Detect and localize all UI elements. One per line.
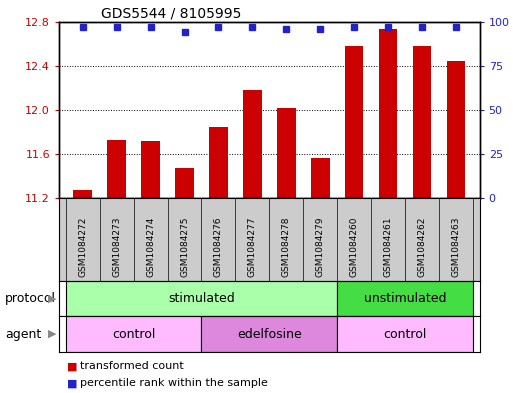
Text: GSM1084278: GSM1084278 bbox=[282, 217, 291, 277]
Text: ■: ■ bbox=[67, 361, 77, 371]
Bar bbox=[202, 316, 337, 352]
Bar bbox=[277, 108, 295, 198]
Text: ▶: ▶ bbox=[48, 294, 56, 304]
Bar bbox=[379, 29, 398, 198]
Text: GSM1084272: GSM1084272 bbox=[78, 217, 87, 277]
Text: GSM1084276: GSM1084276 bbox=[214, 217, 223, 277]
Bar bbox=[243, 90, 262, 198]
Text: GSM1084277: GSM1084277 bbox=[248, 217, 257, 277]
Text: control: control bbox=[112, 327, 155, 341]
Bar bbox=[66, 316, 202, 352]
Bar bbox=[209, 127, 228, 198]
Bar bbox=[447, 61, 465, 198]
Text: GSM1084261: GSM1084261 bbox=[384, 217, 392, 277]
Text: unstimulated: unstimulated bbox=[364, 292, 446, 305]
Text: GSM1084274: GSM1084274 bbox=[146, 217, 155, 277]
Text: stimulated: stimulated bbox=[168, 292, 235, 305]
Text: protocol: protocol bbox=[5, 292, 56, 305]
Bar bbox=[141, 141, 160, 198]
Text: edelfosine: edelfosine bbox=[237, 327, 302, 341]
Bar bbox=[107, 140, 126, 198]
Text: GSM1084275: GSM1084275 bbox=[180, 217, 189, 277]
Bar bbox=[311, 158, 329, 198]
Bar bbox=[337, 316, 473, 352]
Text: GSM1084279: GSM1084279 bbox=[315, 217, 325, 277]
Text: transformed count: transformed count bbox=[80, 361, 183, 371]
Bar bbox=[337, 281, 473, 316]
Text: GSM1084260: GSM1084260 bbox=[350, 217, 359, 277]
Bar bbox=[345, 46, 364, 198]
Text: control: control bbox=[383, 327, 427, 341]
Text: GSM1084262: GSM1084262 bbox=[418, 217, 426, 277]
Text: GSM1084263: GSM1084263 bbox=[451, 217, 460, 277]
Text: percentile rank within the sample: percentile rank within the sample bbox=[80, 378, 267, 388]
Bar bbox=[175, 167, 194, 198]
Text: ▶: ▶ bbox=[48, 329, 56, 339]
Bar bbox=[412, 46, 431, 198]
Text: GDS5544 / 8105995: GDS5544 / 8105995 bbox=[101, 6, 242, 20]
Text: ■: ■ bbox=[67, 378, 77, 388]
Bar bbox=[73, 190, 92, 198]
Text: GSM1084273: GSM1084273 bbox=[112, 217, 121, 277]
Text: agent: agent bbox=[5, 327, 42, 341]
Bar bbox=[66, 281, 337, 316]
